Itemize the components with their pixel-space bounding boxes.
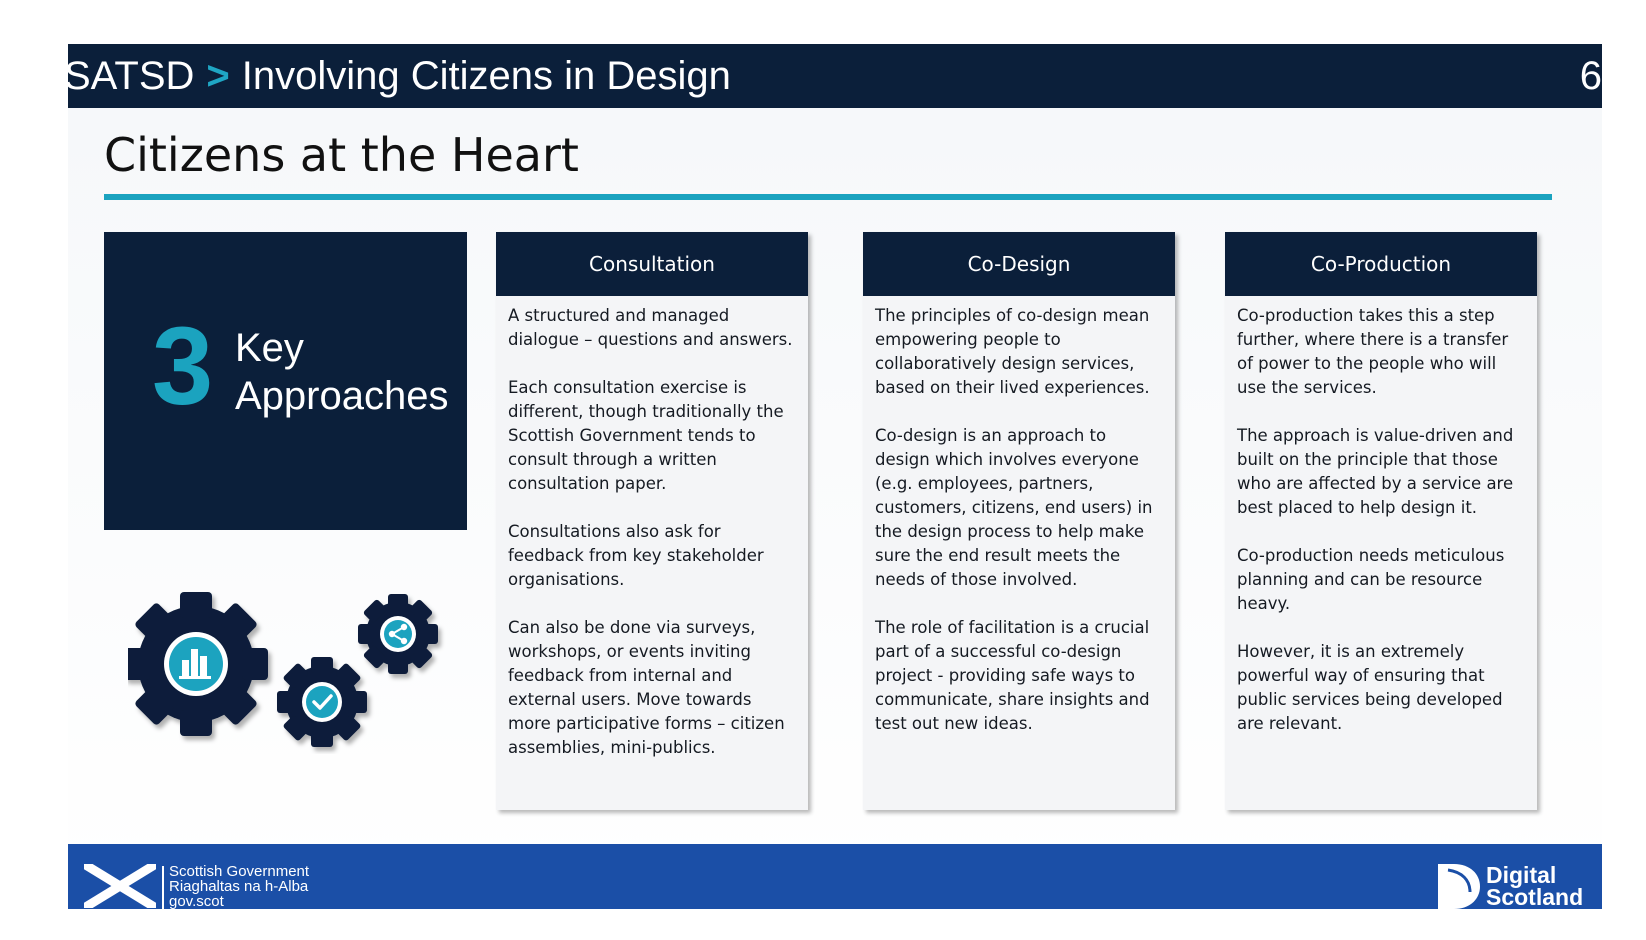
- key-label: Key Approaches: [235, 324, 448, 420]
- digital-scotland-wordmark: Digital Scotland: [1486, 862, 1584, 909]
- card-heading: Co-Production: [1225, 232, 1537, 296]
- gears-illustration: [128, 592, 438, 747]
- card-co-production: Co-Production Co-production takes this a…: [1225, 232, 1537, 810]
- header-bar: SATSD > Involving Citizens in Design 6: [68, 44, 1602, 108]
- card-paragraph: Co-production takes this a step further,…: [1237, 306, 1509, 397]
- digital-scotland-logo-icon: [1438, 864, 1480, 909]
- checkmark-gear-icon: [277, 657, 367, 747]
- slide: SATSD > Involving Citizens in Design 6 Cit…: [68, 44, 1602, 909]
- breadcrumb-current: Involving Citizens in Design: [241, 54, 731, 98]
- bar-chart-gear-icon: [128, 592, 268, 736]
- breadcrumb-separator-icon: >: [206, 54, 230, 98]
- card-consultation: Consultation A structured and managed di…: [496, 232, 808, 810]
- sg-line3: gov.scot: [169, 893, 224, 909]
- card-paragraph: The principles of co-design mean empower…: [875, 306, 1150, 397]
- card-body: The principles of co-design mean empower…: [863, 296, 1175, 736]
- card-heading: Consultation: [496, 232, 808, 296]
- key-approaches-box: 3 Key Approaches: [104, 232, 467, 530]
- key-label-line1: Key: [235, 326, 304, 370]
- card-paragraph: However, it is an extremely powerful way…: [1237, 642, 1503, 733]
- breadcrumb: SATSD > Involving Citizens in Design: [68, 46, 731, 106]
- scottish-government-logo: Scottish Government Riaghaltas na h-Alba…: [169, 864, 309, 909]
- key-number: 3: [152, 305, 214, 428]
- card-body: Co-production takes this a step further,…: [1225, 296, 1537, 736]
- logo-divider: [162, 866, 164, 909]
- title-underline: [104, 194, 1552, 200]
- sg-line1: Scottish Government: [169, 863, 310, 880]
- footer-bar: Scottish Government Riaghaltas na h-Alba…: [68, 844, 1602, 909]
- page-title: Citizens at the Heart: [104, 128, 579, 182]
- card-paragraph: Consultations also ask for feedback from…: [508, 522, 764, 589]
- card-paragraph: Each consultation exercise is different,…: [508, 378, 784, 493]
- page-number: 6: [1579, 54, 1602, 98]
- ds-line2: Scotland: [1486, 884, 1584, 909]
- key-label-line2: Approaches: [235, 374, 449, 418]
- card-paragraph: The approach is value-driven and built o…: [1237, 426, 1514, 517]
- card-paragraph: The role of facilitation is a crucial pa…: [875, 618, 1150, 733]
- breadcrumb-root: SATSD: [68, 54, 195, 98]
- card-body: A structured and managed dialogue – ques…: [496, 296, 808, 760]
- ds-line1: Digital: [1486, 862, 1557, 888]
- card-paragraph: Co-design is an approach to design which…: [875, 426, 1153, 589]
- saltire-flag-icon: [84, 864, 156, 908]
- card-heading: Co-Design: [863, 232, 1175, 296]
- card-co-design: Co-Design The principles of co-design me…: [863, 232, 1175, 810]
- share-gear-icon: [358, 594, 438, 674]
- sg-line2: Riaghaltas na h-Alba: [169, 878, 309, 895]
- card-paragraph: Can also be done via surveys, workshops,…: [508, 618, 785, 757]
- card-paragraph: Co-production needs meticulous planning …: [1237, 546, 1505, 613]
- card-paragraph: A structured and managed dialogue – ques…: [508, 306, 793, 349]
